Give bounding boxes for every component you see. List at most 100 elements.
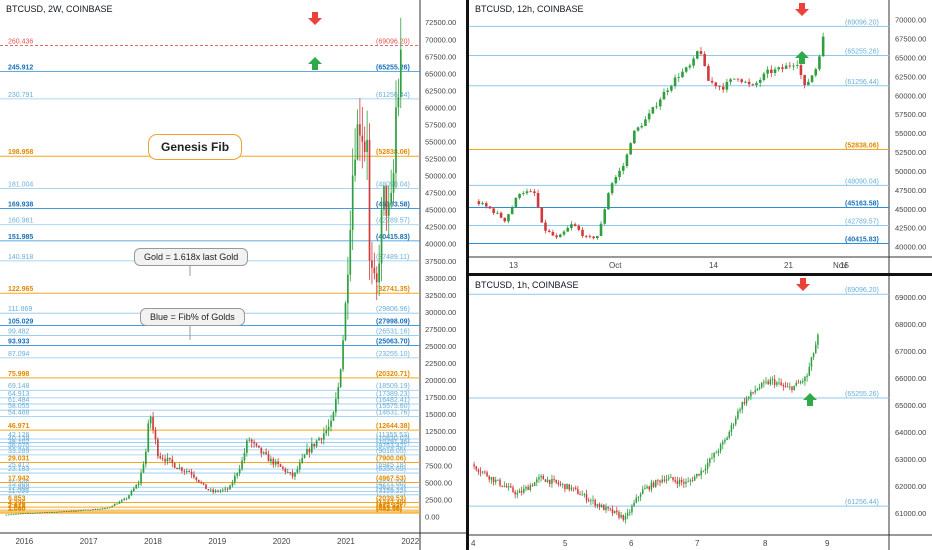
price-2w-candle	[286, 472, 289, 473]
price-1h-candle	[566, 484, 568, 490]
price-1h-candle	[665, 479, 668, 481]
price-12h-candle	[673, 77, 677, 87]
price-12h-candle	[762, 73, 766, 80]
price-2w-candle	[154, 429, 157, 440]
price-12h-candle	[695, 51, 699, 59]
price-2w-candle	[80, 510, 82, 512]
price-2w-candle	[120, 500, 123, 502]
price-2w-candle	[262, 452, 265, 454]
price-12h-candle	[773, 69, 777, 73]
price-1h-candle	[616, 510, 618, 513]
price-1h-candle	[760, 382, 763, 388]
price-1h-candle	[715, 452, 718, 454]
price-12h-candle	[755, 82, 758, 85]
price-12h-candle	[788, 65, 792, 67]
chart-panel-12h[interactable]: 70000.00 67500.00 65000.00 62500.00 60000.00…	[469, 0, 932, 273]
price-1h-candle	[776, 382, 778, 385]
y-tick-label: 70000.00	[425, 35, 456, 44]
chart-panel-2w[interactable]: 72500.00 70000.00 67500.00 65000.00 62500.00…	[0, 0, 466, 550]
price-1h-candle	[598, 504, 601, 508]
price-1h-candle	[538, 477, 540, 480]
price-2w-candle	[24, 513, 27, 514]
price-1h-candle	[523, 488, 525, 493]
fib-ratio-label: 122.965	[8, 286, 33, 293]
y-tick-label: 57500.00	[895, 110, 926, 119]
panel-divider-vertical[interactable]	[466, 0, 469, 550]
price-1h-candle	[637, 496, 640, 498]
price-12h-candle	[795, 65, 799, 66]
blue-fib-callout: Blue = Fib% of Golds	[140, 308, 245, 326]
y-tick-label: 70000.00	[895, 16, 926, 25]
price-2w-candle	[99, 508, 101, 510]
chart-panel-1h[interactable]: 69000.00 68000.00 67000.00 66000.00 65000.00…	[469, 276, 932, 550]
price-1h-candle	[549, 479, 551, 484]
price-12h-candle	[744, 81, 747, 83]
price-2w-candle	[387, 202, 390, 216]
price-12h-candle	[814, 69, 818, 76]
y-tick-label: 20000.00	[425, 376, 456, 385]
x-tick-label: 2020	[273, 537, 291, 546]
price-2w-candle	[375, 273, 378, 283]
price-2w-candle	[383, 186, 385, 210]
price-2w-candle	[142, 464, 145, 473]
price-1h-candle	[629, 512, 631, 514]
fib-price-label: (7900.06)	[376, 456, 406, 463]
price-2w-candle	[274, 461, 277, 465]
price-12h-candle	[547, 230, 551, 232]
price-12h-candle	[503, 217, 507, 222]
chart-1h-canvas[interactable]: 69000.00 68000.00 67000.00 66000.00 65000.00…	[469, 276, 932, 550]
price-2w-candle	[246, 440, 248, 453]
price-1h-candle	[719, 444, 722, 451]
price-12h-candle	[703, 53, 706, 67]
price-1h-candle	[596, 504, 599, 506]
price-2w-candle	[147, 423, 150, 452]
chart-12h-canvas[interactable]: 70000.00 67500.00 65000.00 62500.00 60000.00…	[469, 0, 932, 273]
y-tick-label: 50000.00	[895, 167, 926, 176]
price-2w-candle	[344, 303, 347, 341]
price-2w-candle	[368, 139, 371, 261]
price-2w-candle	[397, 97, 400, 108]
price-1h-candle	[812, 353, 815, 358]
price-1h-candle	[531, 485, 534, 487]
price-1h-candle	[696, 473, 698, 477]
price-1h-candle	[674, 479, 676, 482]
price-12h-candle	[584, 235, 588, 237]
price-2w-candle	[188, 471, 190, 473]
price-12h-candle	[736, 78, 740, 80]
price-12h-candle	[747, 81, 751, 85]
price-2w-candle	[332, 412, 335, 421]
price-1h-candle	[581, 494, 583, 496]
price-2w-candle	[161, 458, 164, 460]
price-2w-candle	[190, 472, 193, 475]
price-2w-candle	[19, 513, 22, 515]
price-2w-candle	[231, 482, 234, 486]
y-tick-label: 40000.00	[425, 240, 456, 249]
fib-price-label: (11355.53)	[376, 432, 409, 439]
price-1h-candle	[758, 387, 761, 389]
price-2w-candle	[399, 49, 402, 98]
fib-ratio-label: 4.236	[8, 500, 26, 507]
chart-2w-canvas[interactable]: 72500.00 70000.00 67500.00 65000.00 62500.00…	[0, 0, 466, 550]
price-1h-candle	[561, 484, 564, 486]
fib-ratio-label: 105.029	[8, 319, 33, 326]
fib-price-label: (45163.58)	[845, 201, 879, 208]
fib-price-label: (69096.20)	[376, 38, 410, 45]
price-2w-candle	[318, 438, 320, 441]
price-2w-candle	[137, 483, 140, 486]
panel-divider-horizontal[interactable]	[469, 273, 932, 276]
fib-price-label: (27998.09)	[376, 319, 410, 326]
fib-ratio-label: 25.412	[8, 462, 30, 469]
price-2w-candle	[185, 471, 188, 472]
price-1h-candle	[802, 381, 804, 383]
price-1h-candle	[641, 489, 644, 494]
fib-price-label: (65255.26)	[376, 65, 410, 72]
price-1h-candle	[594, 499, 596, 506]
price-2w-candle	[106, 507, 109, 509]
price-12h-candle	[662, 91, 666, 100]
price-1h-candle	[639, 493, 642, 497]
price-2w-candle	[157, 439, 159, 457]
price-2w-candle	[217, 490, 219, 492]
price-12h-candle	[725, 81, 729, 90]
price-1h-candle	[737, 411, 739, 419]
price-2w-candle	[70, 510, 73, 512]
